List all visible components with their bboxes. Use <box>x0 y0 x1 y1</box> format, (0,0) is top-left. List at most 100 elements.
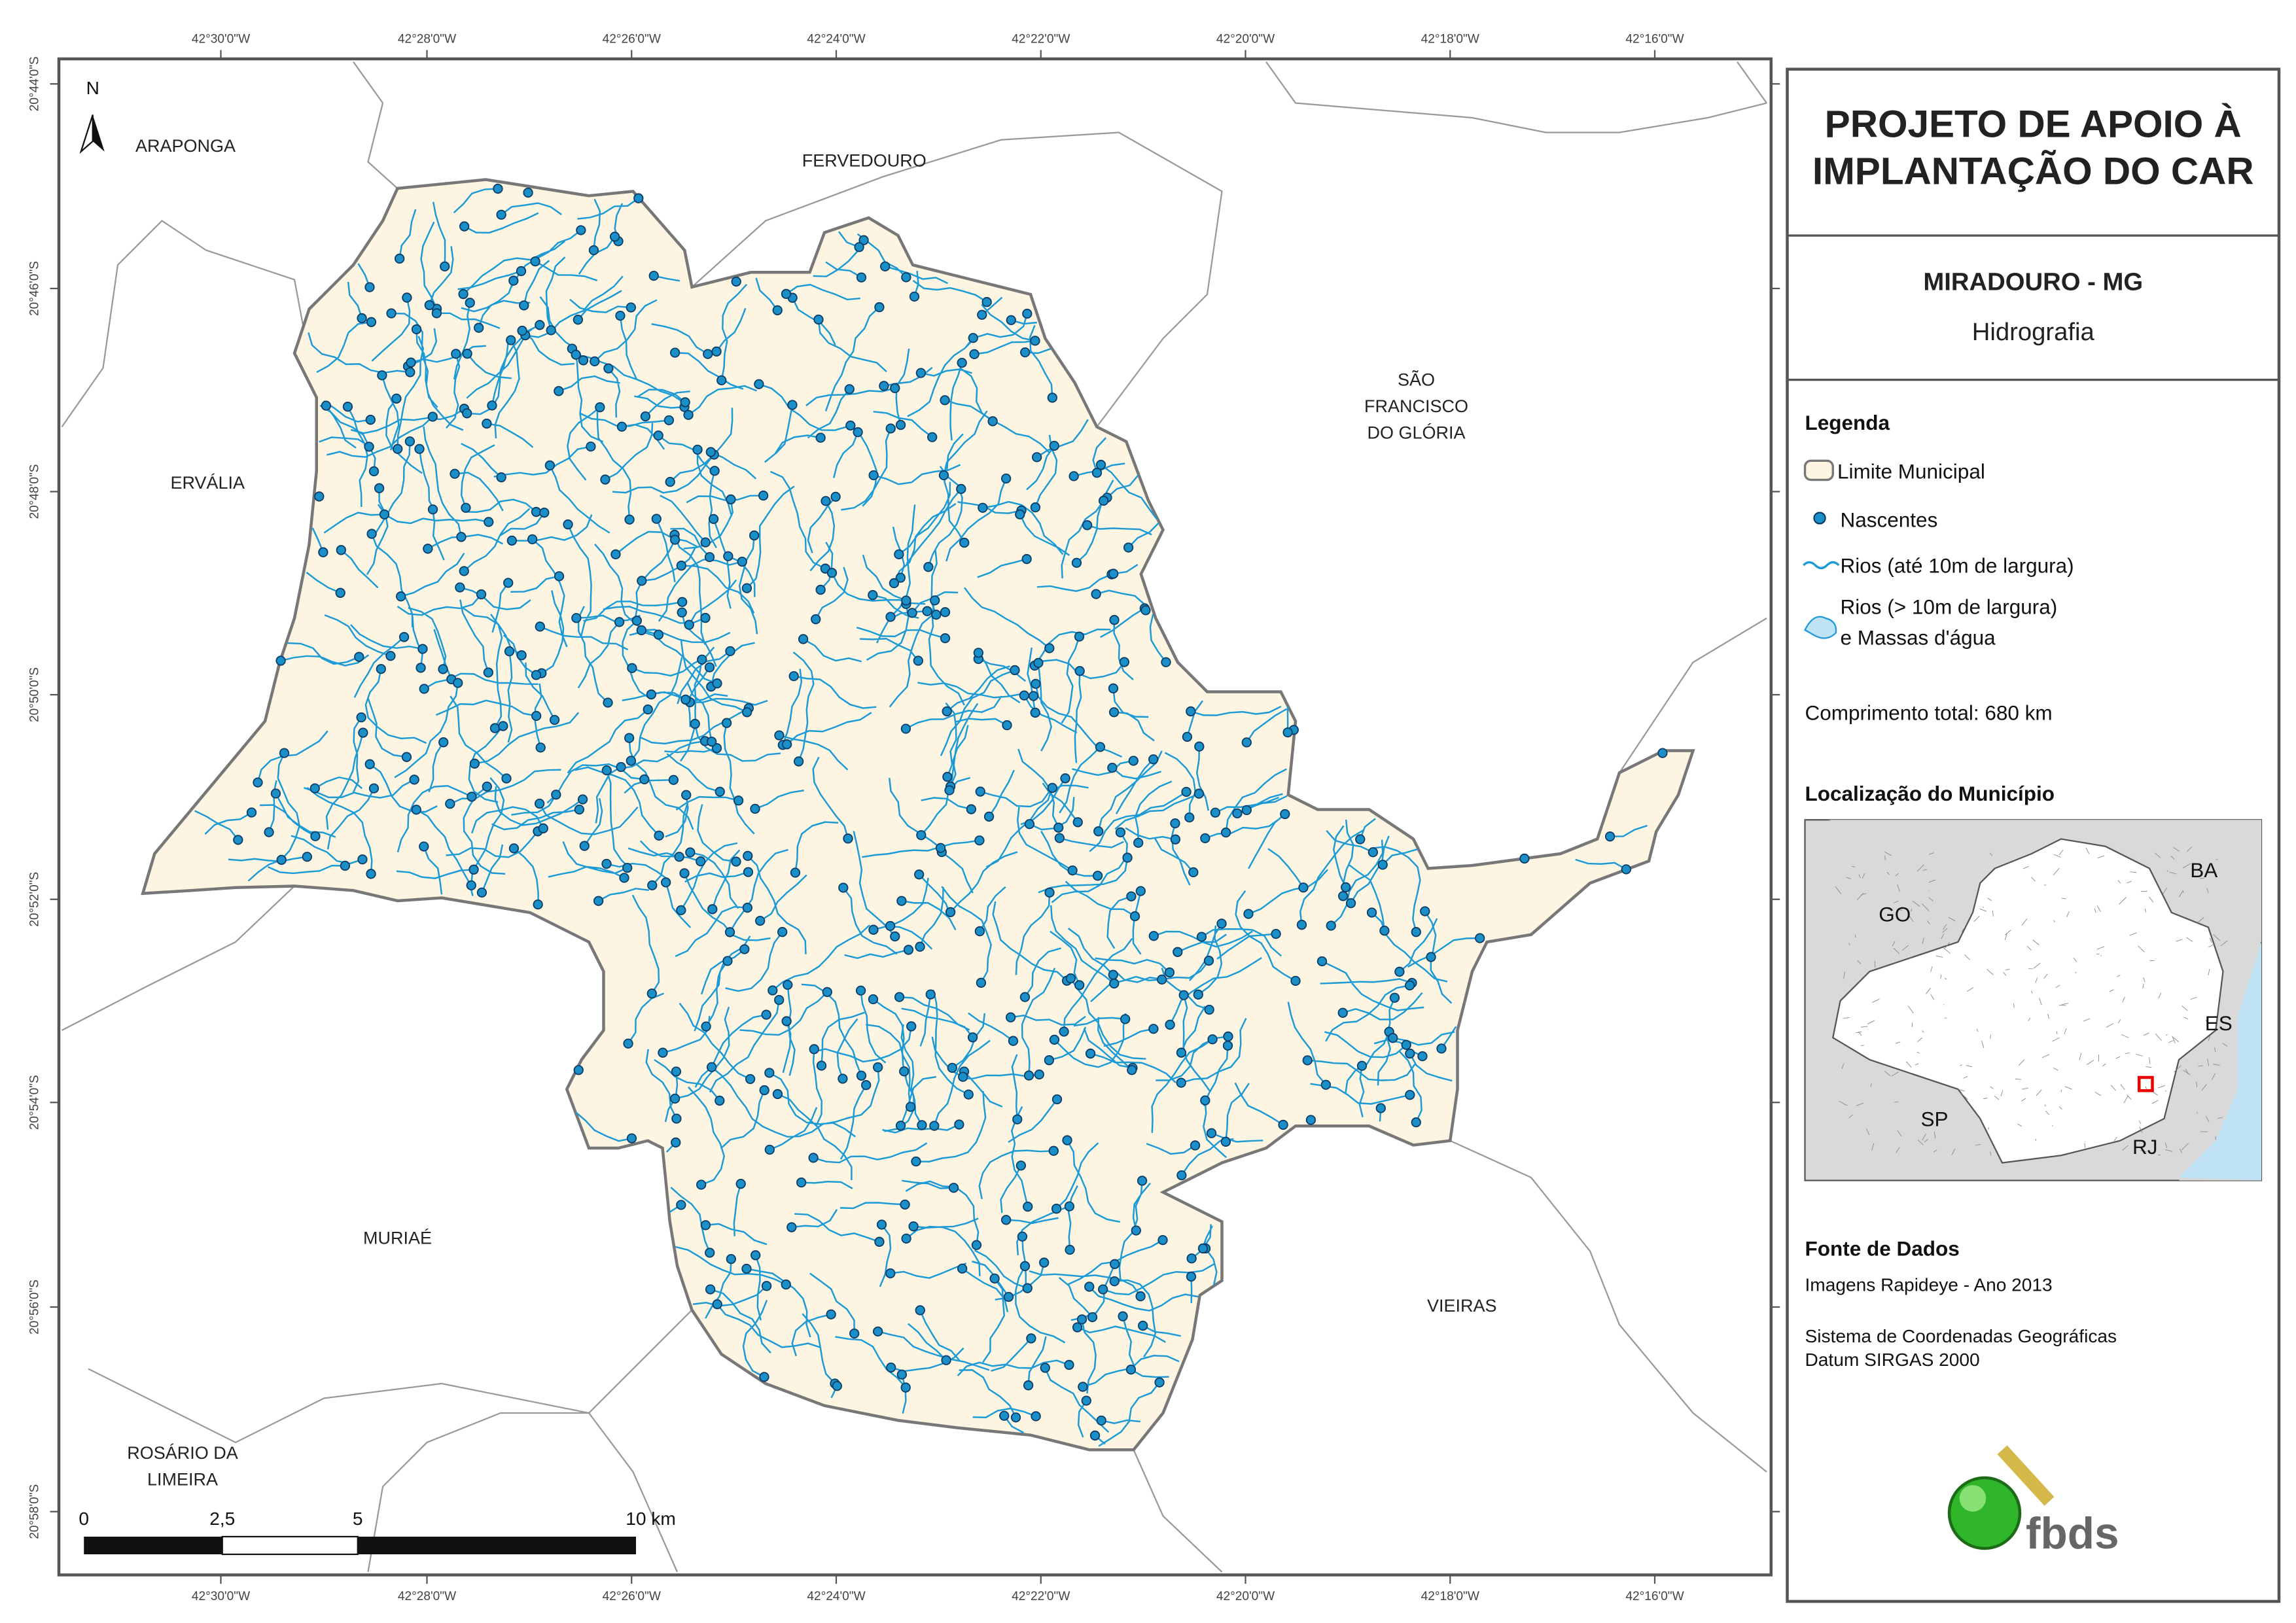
spring <box>1019 690 1029 701</box>
spring <box>929 1121 940 1131</box>
spring <box>1108 568 1119 579</box>
spring <box>1193 989 1203 1000</box>
spring <box>554 571 565 582</box>
spring <box>1135 1291 1146 1302</box>
spring <box>501 773 512 784</box>
spring <box>706 737 717 747</box>
spring <box>427 504 438 515</box>
spring <box>781 288 792 299</box>
spring <box>1475 933 1485 943</box>
spring <box>772 1089 783 1100</box>
spring <box>1065 1244 1075 1255</box>
north-arrow: N <box>79 78 105 154</box>
spring <box>973 648 983 658</box>
spring <box>1119 657 1129 667</box>
spring <box>948 1183 959 1193</box>
spring <box>1210 807 1221 818</box>
spring <box>523 187 533 198</box>
spring <box>610 549 621 560</box>
spring <box>1122 852 1133 863</box>
spring <box>1051 1094 1063 1105</box>
spring <box>958 1072 968 1082</box>
spring <box>750 803 760 814</box>
spring <box>1071 557 1082 568</box>
theme: Hidrografia <box>1972 318 2095 346</box>
spring <box>398 632 410 642</box>
spring <box>633 193 644 203</box>
spring <box>1006 315 1016 326</box>
spring <box>671 1137 681 1148</box>
latitude-label: 20°46'0"S <box>28 261 42 316</box>
spring <box>1023 1201 1033 1212</box>
spring <box>793 756 804 767</box>
longitude-label: 42°24'0"W <box>807 32 865 46</box>
spring <box>233 835 243 845</box>
latitude-label: 20°52'0"S <box>28 872 42 927</box>
spring <box>1021 553 1032 565</box>
spring <box>1388 1033 1398 1043</box>
spring <box>1519 853 1530 864</box>
spring <box>901 272 911 283</box>
spring <box>1118 1311 1128 1321</box>
spring <box>759 1372 769 1382</box>
spring <box>874 1236 885 1247</box>
spring <box>956 483 966 495</box>
spring <box>711 346 722 357</box>
spring <box>427 411 438 422</box>
spring <box>1182 731 1193 742</box>
inset-mesh <box>1835 846 2228 1156</box>
place-label: LIMEIRA <box>147 1469 218 1489</box>
spring <box>1157 1234 1168 1246</box>
spring <box>1337 1007 1348 1018</box>
spring <box>715 1095 725 1106</box>
spring <box>983 811 995 822</box>
place-label: ROSÁRIO DA <box>127 1443 238 1463</box>
spring <box>1657 748 1668 758</box>
spring <box>653 629 664 640</box>
spring <box>901 1233 911 1244</box>
spring <box>676 561 686 571</box>
spring <box>321 400 332 411</box>
spring <box>741 583 752 593</box>
spring <box>957 1263 968 1274</box>
spring <box>648 270 659 281</box>
spring <box>954 1119 964 1130</box>
spring <box>885 612 896 622</box>
logo-text: fbds <box>2026 1509 2119 1558</box>
spring <box>790 867 801 878</box>
place-label: VIEIRAS <box>1427 1296 1497 1316</box>
spring <box>357 313 367 324</box>
spring <box>668 775 679 785</box>
longitude-label: 42°26'0"W <box>603 32 661 46</box>
spring <box>731 276 741 287</box>
spring <box>1019 1261 1031 1272</box>
spring <box>461 502 471 513</box>
latitude-label: 20°54'0"S <box>28 1075 42 1130</box>
legend-symbol <box>1803 561 1840 570</box>
longitude-label: 42°24'0"W <box>807 1590 865 1603</box>
spring <box>411 324 422 334</box>
spring <box>849 1328 860 1339</box>
spring <box>743 867 754 877</box>
spring <box>971 1240 982 1250</box>
spring <box>700 1220 711 1230</box>
spring <box>701 1021 711 1032</box>
spring <box>539 508 550 518</box>
spring <box>809 1044 819 1055</box>
spring <box>431 308 442 319</box>
spring <box>1368 847 1378 858</box>
spring <box>978 502 988 513</box>
spring <box>1095 459 1106 470</box>
spring <box>546 325 556 336</box>
place-label: FERVEDOURO <box>802 150 927 170</box>
spring <box>1157 974 1167 985</box>
legend-item: Rios (> 10m de largura) <box>1841 595 2058 618</box>
spring <box>1059 1026 1069 1037</box>
spring <box>414 444 425 454</box>
spring <box>680 397 690 408</box>
spring <box>711 743 722 754</box>
spring <box>1220 1136 1231 1147</box>
spring <box>1280 809 1290 820</box>
spring <box>745 1073 756 1085</box>
spring <box>1051 1204 1062 1214</box>
